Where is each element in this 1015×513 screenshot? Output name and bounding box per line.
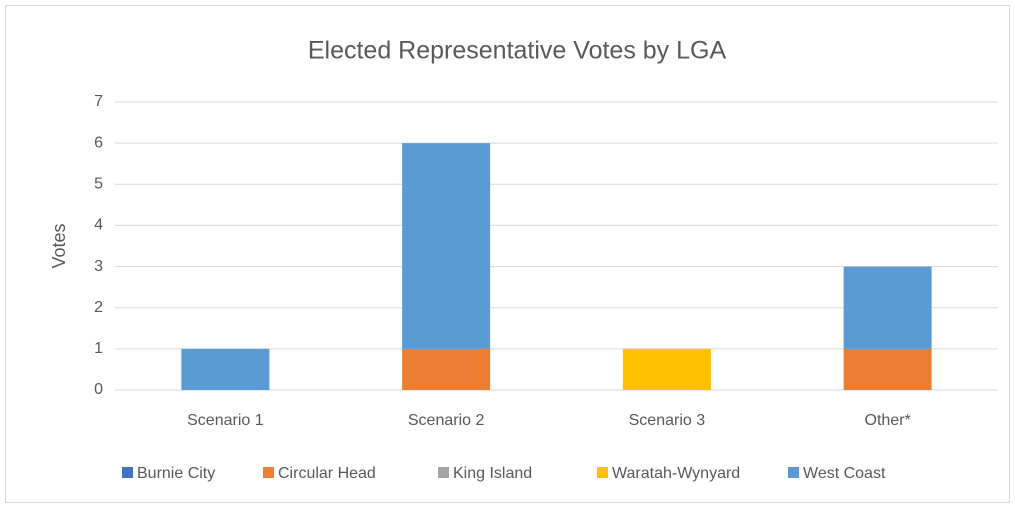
x-tick-label: Scenario 1	[187, 412, 264, 429]
legend-label: Burnie City	[137, 465, 215, 482]
legend-swatch	[122, 467, 133, 478]
bar-segment	[843, 348, 932, 390]
y-tick-label: 4	[94, 217, 103, 234]
legend-label: King Island	[453, 465, 532, 482]
bar-segment	[843, 266, 932, 349]
y-tick-label: 2	[94, 299, 103, 316]
x-tick-label: Scenario 3	[629, 412, 706, 429]
legend-swatch	[438, 467, 449, 478]
legend-label: Circular Head	[278, 465, 376, 482]
legend-label: West Coast	[803, 465, 886, 482]
bar-segment	[622, 348, 711, 390]
y-tick-label: 7	[94, 93, 103, 110]
bar-segment	[402, 348, 491, 390]
chart-title: Elected Representative Votes by LGA	[308, 37, 727, 65]
legend-swatch	[788, 467, 799, 478]
y-tick-label: 5	[94, 176, 103, 193]
bar-segment	[181, 348, 270, 390]
y-tick-label: 6	[94, 134, 103, 151]
y-tick-label: 3	[94, 258, 103, 275]
legend-swatch	[263, 467, 274, 478]
x-tick-label: Scenario 2	[408, 412, 485, 429]
chart-border	[5, 5, 1010, 503]
legend-label: Waratah-Wynyard	[612, 465, 740, 482]
y-tick-label: 1	[94, 340, 103, 357]
legend-swatch	[597, 467, 608, 478]
y-tick-label: 0	[94, 381, 103, 398]
x-tick-label: Other*	[865, 412, 911, 429]
bar-segment	[402, 143, 491, 349]
y-axis-label: Votes	[49, 223, 69, 268]
